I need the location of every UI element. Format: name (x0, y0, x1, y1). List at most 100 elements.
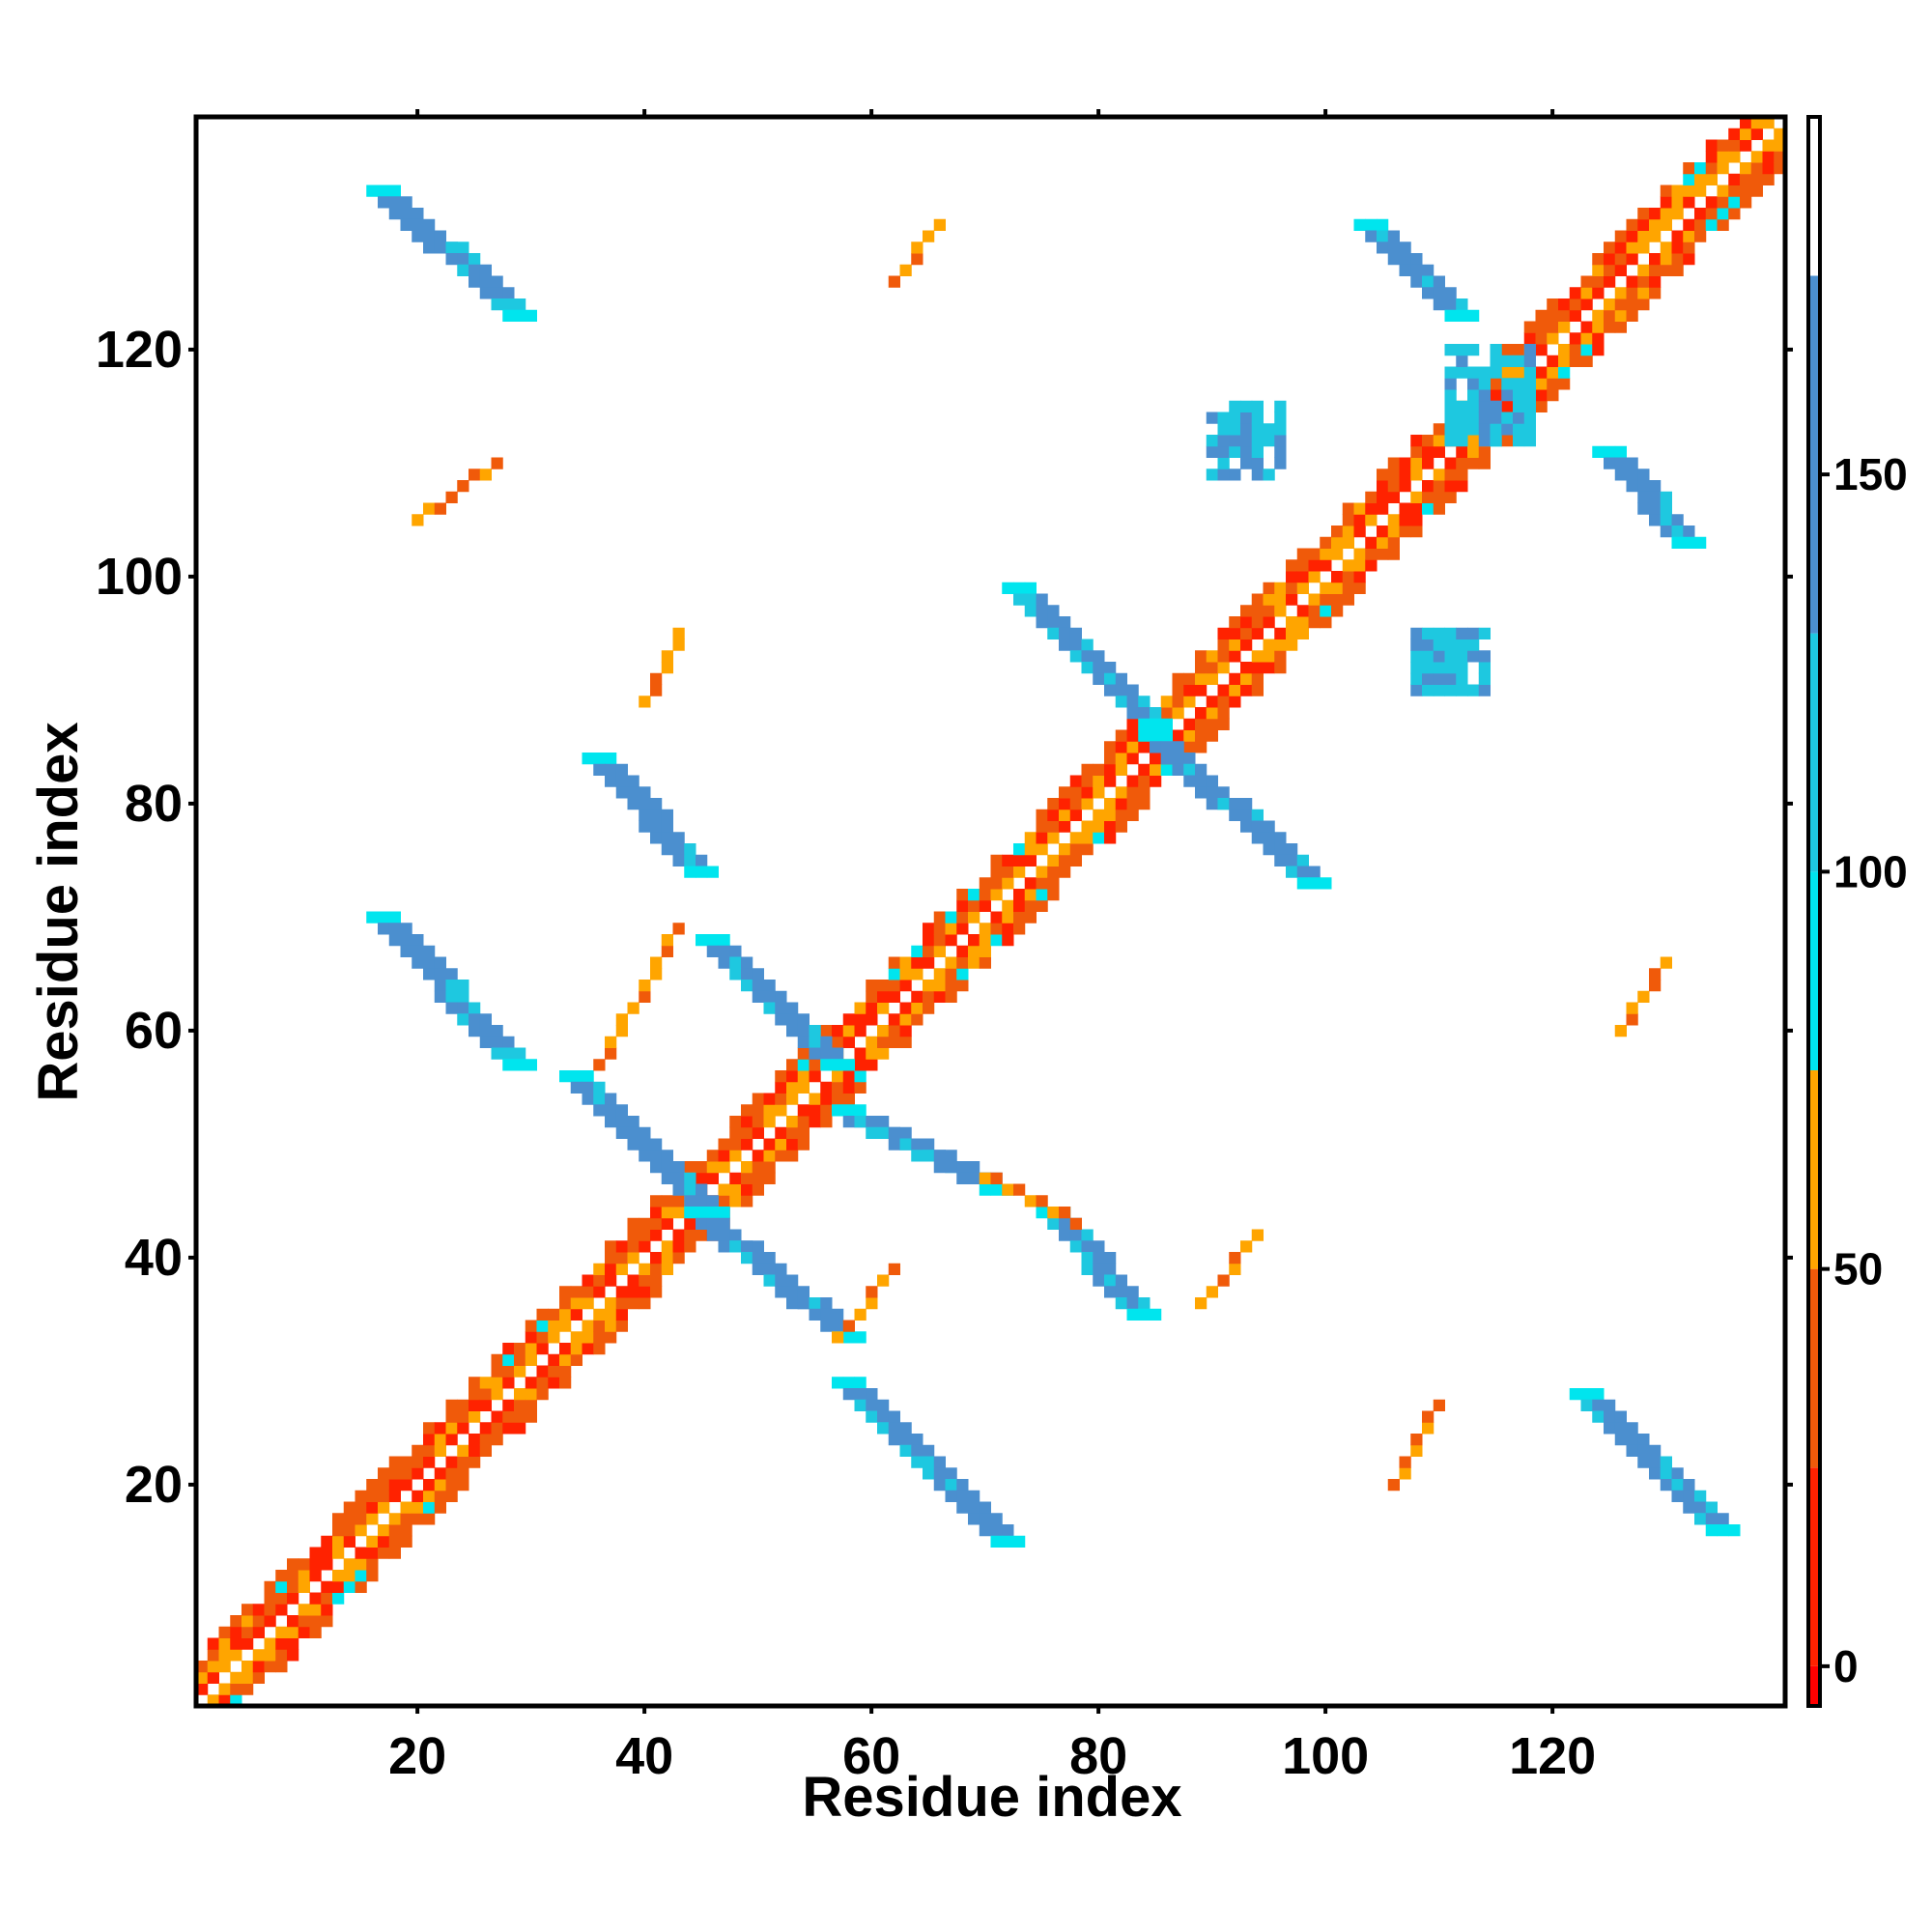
heatmap-cell (445, 980, 458, 992)
heatmap-cell (1456, 469, 1468, 481)
heatmap-cell (1024, 593, 1037, 606)
heatmap-cell (1717, 185, 1729, 197)
heatmap-cell (1558, 298, 1571, 311)
heatmap-cell (1740, 139, 1752, 152)
heatmap-cell (639, 809, 651, 821)
heatmap-cell (445, 990, 458, 1003)
heatmap-cell (1002, 877, 1014, 890)
heatmap-cell (945, 1150, 957, 1162)
heatmap-cell (1081, 1263, 1094, 1275)
heatmap-cell (1240, 684, 1253, 696)
y-tick-label: 80 (125, 775, 183, 833)
heatmap-cell (696, 854, 708, 867)
heatmap-cell (627, 775, 639, 787)
heatmap-cell (1683, 218, 1695, 231)
plot-frame (193, 114, 1788, 1709)
heatmap-cell (854, 1013, 867, 1026)
heatmap-cell (684, 1161, 696, 1174)
heatmap-cell (1059, 1207, 1071, 1219)
heatmap-cell (1320, 877, 1332, 890)
heatmap-cell (1286, 616, 1298, 629)
heatmap-cell (1490, 378, 1502, 390)
heatmap-cell (388, 185, 401, 197)
heatmap-cell (1206, 412, 1218, 424)
heatmap-cell (1104, 775, 1117, 787)
heatmap-cell (514, 309, 526, 322)
heatmap-cell (1490, 435, 1502, 447)
heatmap-cell (706, 934, 719, 947)
heatmap-cell (696, 1195, 708, 1208)
heatmap-cell (741, 1183, 753, 1196)
heatmap-cell (400, 1501, 412, 1514)
heatmap-cell (412, 1501, 424, 1514)
heatmap-cell (832, 1059, 844, 1071)
heatmap-cell (1671, 196, 1684, 209)
heatmap-cell (1444, 344, 1457, 356)
heatmap-cell (615, 763, 628, 776)
heatmap-cell (1728, 1524, 1741, 1537)
heatmap-cell (559, 1343, 572, 1355)
heatmap-cell (1626, 469, 1638, 481)
heatmap-cell (661, 820, 673, 833)
heatmap-cell (400, 1467, 412, 1480)
heatmap-cell (1342, 536, 1354, 549)
heatmap-cell (1081, 1229, 1094, 1241)
heatmap-cell (1422, 275, 1435, 288)
heatmap-cell (775, 1263, 787, 1275)
heatmap-cell (1183, 684, 1196, 696)
heatmap-cell (1195, 786, 1208, 799)
heatmap-cell (469, 264, 481, 276)
heatmap-cell (866, 1047, 878, 1060)
heatmap-cell (582, 1081, 594, 1094)
heatmap-cell (1399, 457, 1411, 469)
heatmap-cell (1456, 445, 1468, 458)
heatmap-cell (933, 1161, 946, 1174)
heatmap-cell (445, 1410, 458, 1423)
heatmap-cell (1115, 763, 1127, 776)
y-tick-label: 60 (125, 1002, 183, 1060)
heatmap-cell (923, 1467, 935, 1480)
heatmap-cell (1342, 514, 1354, 526)
heatmap-cell (1229, 1263, 1241, 1275)
heatmap-cell (842, 1331, 855, 1344)
heatmap-cell (672, 832, 685, 844)
heatmap-cell (1717, 151, 1729, 163)
heatmap-cell (1444, 662, 1457, 674)
heatmap-cell (661, 1217, 673, 1230)
heatmap-cell (1069, 639, 1082, 651)
heatmap-cell (1422, 264, 1435, 276)
heatmap-cell (1172, 672, 1184, 685)
heatmap-cell (1172, 763, 1184, 776)
heatmap-cell (1671, 514, 1684, 526)
heatmap-cell (1013, 866, 1026, 878)
heatmap-cell (388, 923, 401, 935)
heatmap-cell (1580, 332, 1593, 345)
heatmap-cell (1308, 866, 1321, 878)
heatmap-cell (672, 1172, 685, 1184)
heatmap-cell (605, 763, 617, 776)
heatmap-cell (627, 1286, 639, 1298)
heatmap-cell (1649, 514, 1662, 526)
heatmap-cell (434, 1467, 446, 1480)
heatmap-cell (718, 1217, 730, 1230)
heatmap-cell (525, 1410, 537, 1423)
heatmap-cell (968, 899, 980, 912)
heatmap-cell (990, 1524, 1003, 1537)
heatmap-cell (1637, 287, 1650, 299)
heatmap-cell (1422, 1422, 1435, 1435)
heatmap-cell (287, 1592, 299, 1605)
heatmap-cell (1263, 593, 1275, 606)
heatmap-cell (1444, 627, 1457, 639)
heatmap-cell (820, 1059, 833, 1071)
heatmap-cell (457, 1444, 469, 1457)
heatmap-cell (412, 218, 424, 231)
heatmap-cell (491, 1422, 503, 1435)
heatmap-cell (412, 956, 424, 969)
heatmap-cell (639, 1229, 651, 1241)
heatmap-cell (854, 1104, 867, 1117)
heatmap-cell (1251, 627, 1264, 639)
heatmap-cell (423, 1444, 436, 1457)
heatmap-cell (1115, 820, 1127, 833)
heatmap-cell (696, 1217, 708, 1230)
